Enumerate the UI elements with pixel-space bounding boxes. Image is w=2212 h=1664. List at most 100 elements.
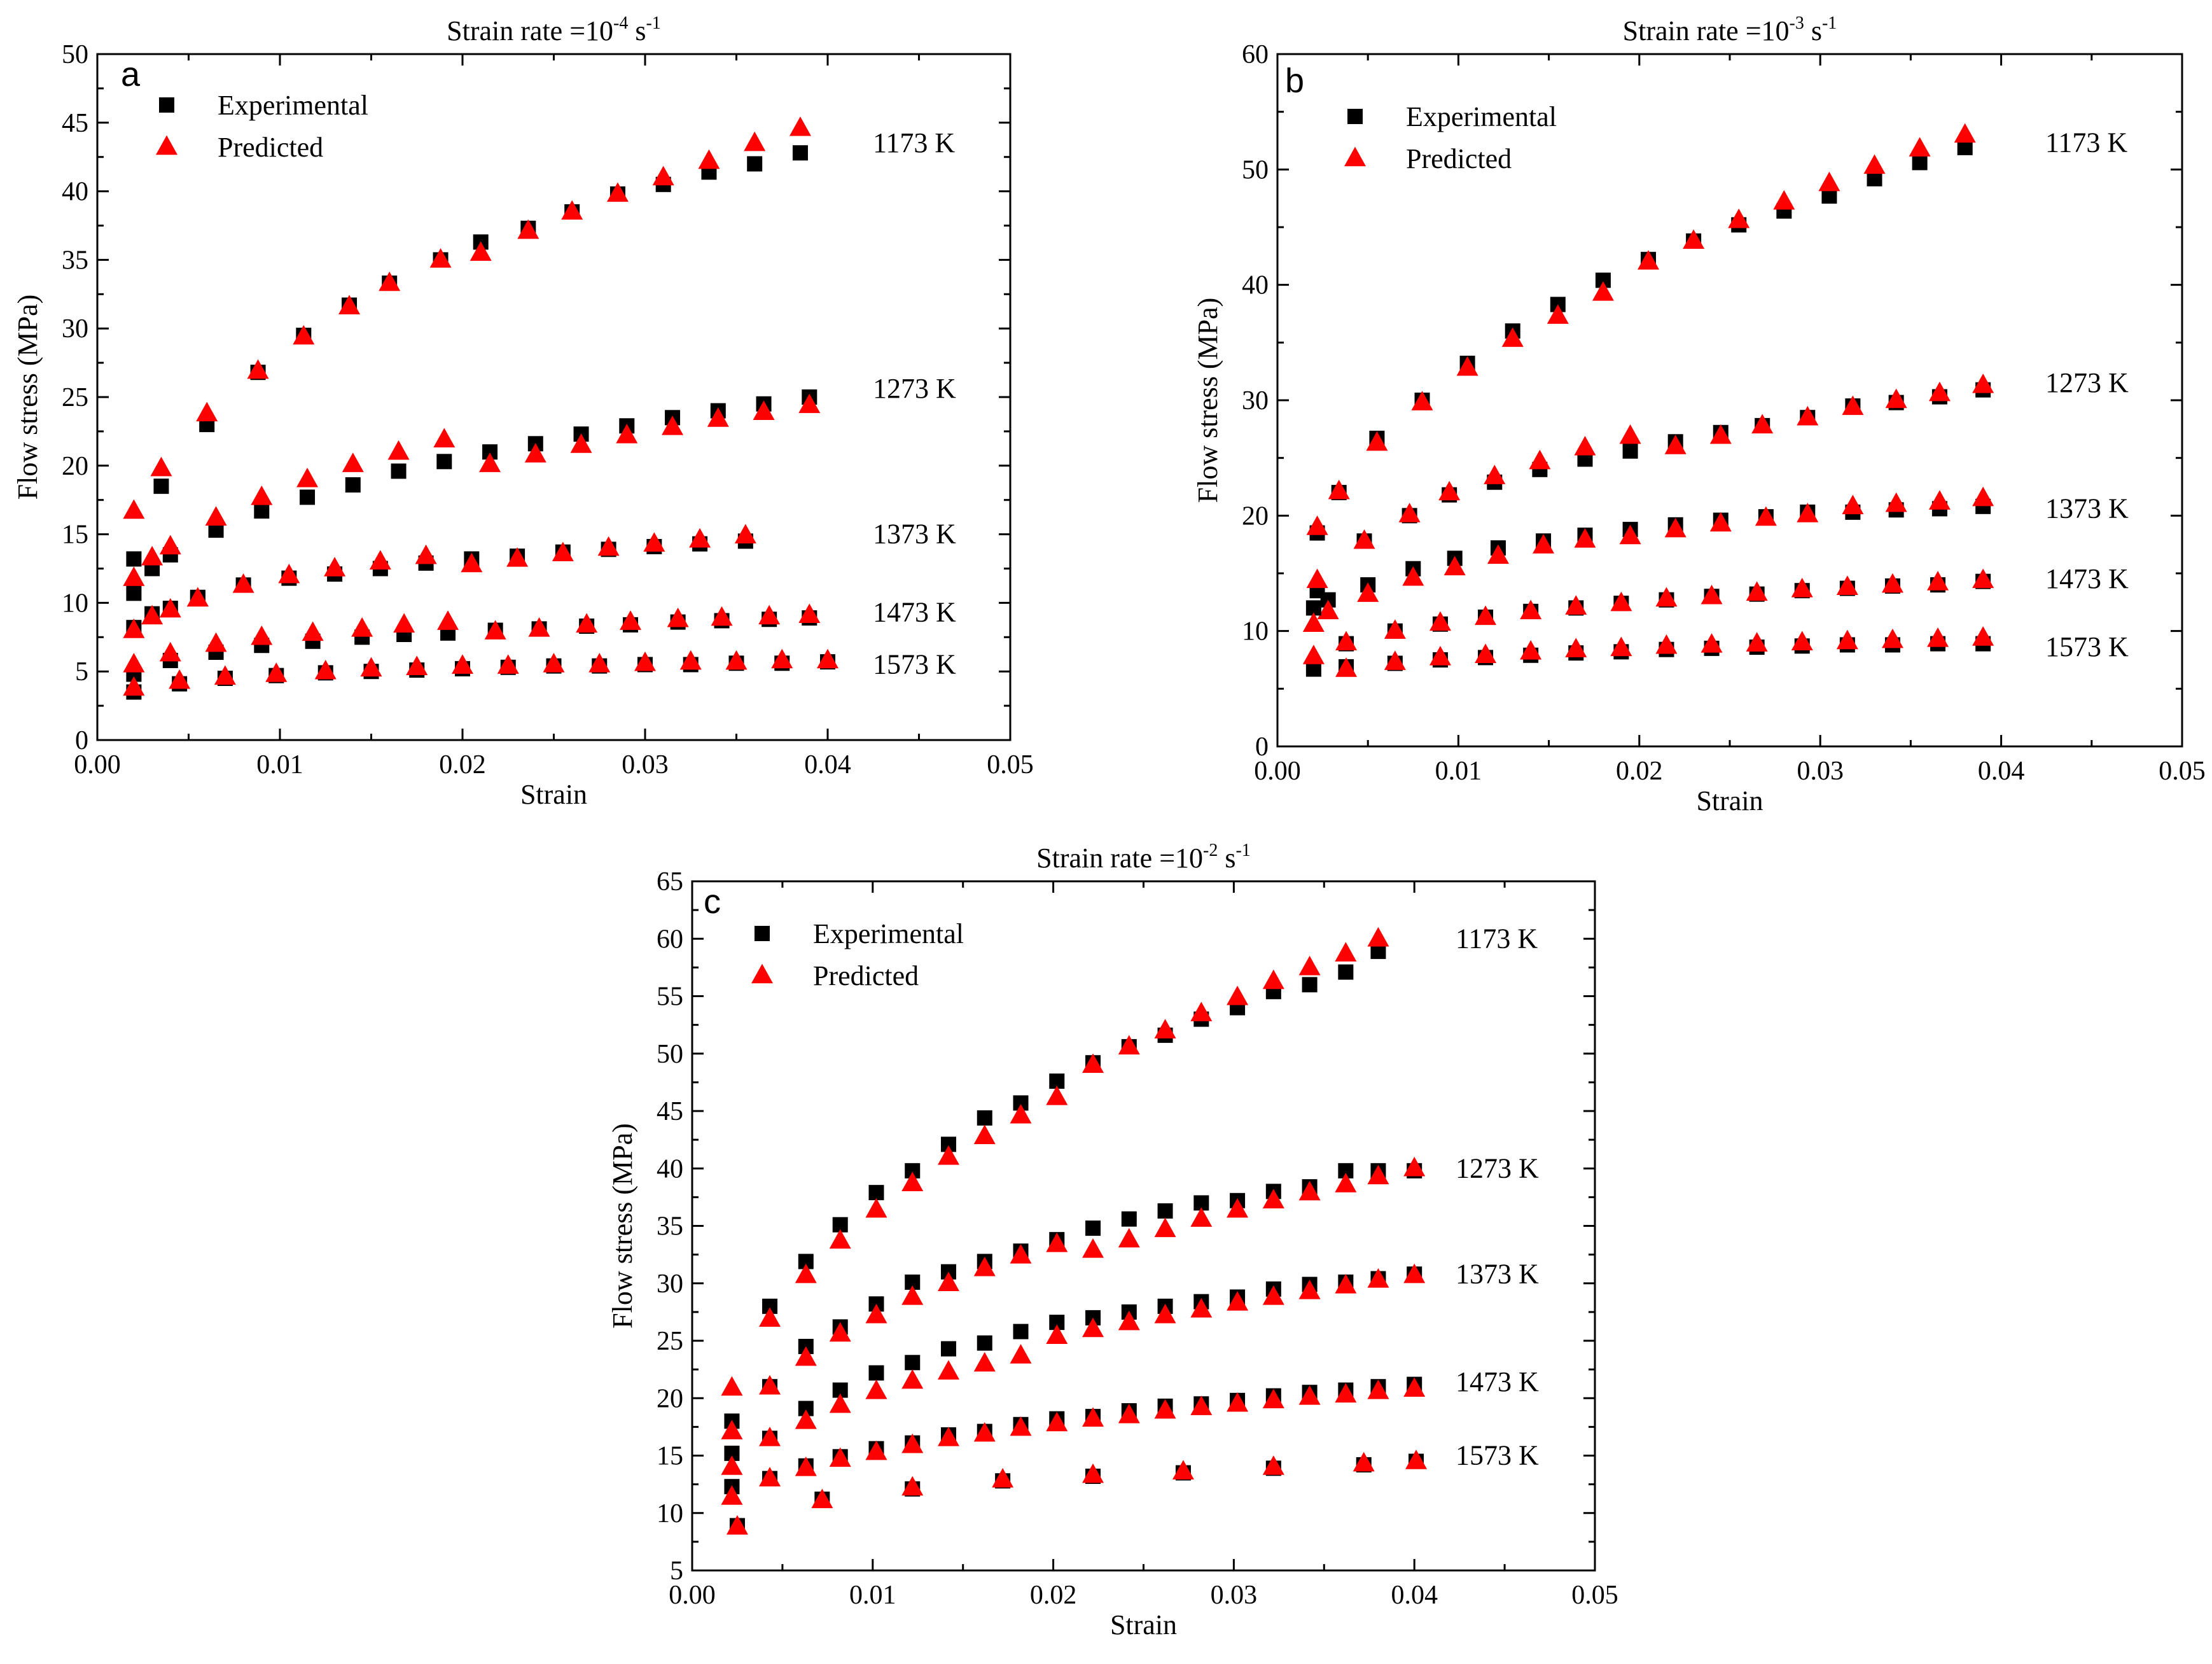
predicted-point-1273K (1317, 599, 1339, 620)
temperature-label: 1173 K (1456, 923, 1538, 954)
predicted-point-1173K (1366, 431, 1388, 451)
predicted-point-1273K (1010, 1244, 1032, 1264)
predicted-point-1473K (759, 1467, 781, 1486)
predicted-point-1273K (707, 407, 729, 427)
y-axis-label: Flow stress (MPa) (1192, 298, 1223, 503)
x-tick-label: 0.04 (1978, 757, 2025, 786)
predicted-point-1373K (1010, 1344, 1032, 1364)
predicted-point-1173K (789, 116, 811, 136)
predicted-point-1573K (1082, 1463, 1104, 1483)
predicted-point-1273K (721, 1420, 743, 1439)
predicted-point-1373K (1046, 1324, 1068, 1345)
predicted-point-1273K (1755, 506, 1777, 526)
predicted-point-1473K (1010, 1416, 1032, 1436)
predicted-point-1373K (1438, 480, 1461, 501)
predicted-point-1373K (1353, 529, 1375, 549)
y-tick-label: 35 (62, 246, 88, 275)
predicted-point-1173K (1118, 1035, 1140, 1055)
predicted-point-1573K (1610, 636, 1632, 657)
predicted-point-1573K (1791, 631, 1813, 651)
temperature-label: 1573 K (2045, 631, 2129, 662)
predicted-point-1173K (123, 499, 145, 519)
experimental-point-1373K (977, 1335, 992, 1351)
predicted-point-1473K (484, 620, 506, 640)
experimental-point-1373K (905, 1355, 921, 1371)
predicted-point-1473K (159, 641, 181, 662)
predicted-point-1173K (937, 1145, 959, 1165)
predicted-point-1273K (1709, 512, 1732, 532)
y-tick-label: 60 (657, 925, 683, 954)
predicted-point-1273K (141, 545, 163, 566)
predicted-point-1573K (679, 650, 702, 670)
predicted-point-1273K (1262, 1189, 1284, 1209)
predicted-point-1473K (1927, 571, 1949, 591)
predicted-point-1473K (1972, 568, 1994, 589)
predicted-point-1373K (597, 536, 620, 556)
x-axis-label: Strain (1696, 785, 1763, 816)
experimental-point-1273K (1121, 1211, 1137, 1227)
y-tick-label: 30 (1242, 386, 1269, 416)
predicted-point-1573K (1701, 633, 1723, 653)
experimental-point-1273K (391, 463, 407, 479)
chart-title: Strain rate =10-3 s-1 (1623, 13, 1837, 46)
y-tick-label: 10 (62, 589, 88, 618)
predicted-point-1573K (543, 653, 565, 673)
x-tick-label: 0.01 (849, 1581, 896, 1610)
predicted-point-1473K (1610, 591, 1632, 612)
predicted-point-1173K (973, 1124, 996, 1144)
title-exponent: -2 (1203, 841, 1218, 860)
predicted-point-1473K (973, 1422, 996, 1442)
predicted-point-1273K (937, 1271, 959, 1291)
x-axis-label: Strain (520, 779, 587, 810)
chart-title: Strain rate =10-2 s-1 (1036, 841, 1251, 874)
predicted-point-1173K (247, 359, 269, 379)
predicted-point-1573K (1972, 626, 1994, 646)
title-exponent: -3 (1790, 13, 1804, 33)
panel-b: 0.00 0.01 0.02 0.03 0.04 0.05 0 10 20 30 40 50 60 Str… (1192, 13, 2206, 816)
predicted-point-1573K (1429, 646, 1451, 666)
x-tick-label: 0.02 (1616, 757, 1663, 786)
predicted-point-1273K (901, 1285, 924, 1305)
predicted-point-1173K (1818, 171, 1840, 192)
predicted-point-1473K (721, 1485, 743, 1505)
predicted-point-1373K (643, 532, 665, 552)
predicted-point-1273K (1487, 544, 1509, 564)
predicted-point-1373K (721, 1455, 743, 1475)
x-tick-label: 0.05 (1571, 1581, 1618, 1610)
predicted-point-1273K (1154, 1217, 1176, 1238)
y-tick-label: 55 (657, 982, 683, 1012)
y-tick-label: 0 (1255, 732, 1269, 762)
predicted-point-1173K (338, 295, 361, 314)
predicted-point-1273K (159, 535, 181, 555)
temperature-label: 1373 K (2045, 493, 2129, 524)
predicted-point-1473K (251, 625, 273, 645)
experimental-point-1173K (747, 156, 763, 172)
predicted-point-1173K (1154, 1019, 1176, 1038)
predicted-point-1473K (1403, 1377, 1426, 1397)
predicted-point-1273K (1367, 1164, 1389, 1185)
predicted-point-1373K (506, 547, 529, 567)
y-tick-label: 35 (657, 1212, 683, 1241)
predicted-point-1173K (1909, 137, 1931, 157)
predicted-point-1573K (1475, 643, 1497, 663)
predicted-point-1573K (169, 669, 191, 689)
predicted-point-1473K (1384, 619, 1406, 639)
experimental-point-1373K (1622, 443, 1638, 459)
predicted-point-1573K (1405, 1450, 1428, 1469)
experimental-point-1273K (254, 503, 270, 519)
predicted-point-1373K (1398, 503, 1421, 522)
predicted-point-1273K (1842, 395, 1864, 416)
predicted-point-1473K (1335, 631, 1358, 651)
predicted-point-1573K (1927, 627, 1949, 647)
y-tick-label: 25 (62, 383, 88, 412)
predicted-point-1373K (901, 1369, 924, 1389)
predicted-point-1473K (1701, 584, 1723, 605)
experimental-point-1173K (868, 1185, 884, 1201)
predicted-point-1373K (1367, 1268, 1389, 1288)
predicted-point-1373K (415, 544, 437, 564)
predicted-point-1173K (379, 271, 401, 291)
predicted-point-1373K (1298, 1280, 1321, 1299)
predicted-point-1173K (470, 241, 492, 261)
predicted-point-1473K (302, 621, 324, 641)
predicted-point-1573K (1655, 634, 1678, 654)
